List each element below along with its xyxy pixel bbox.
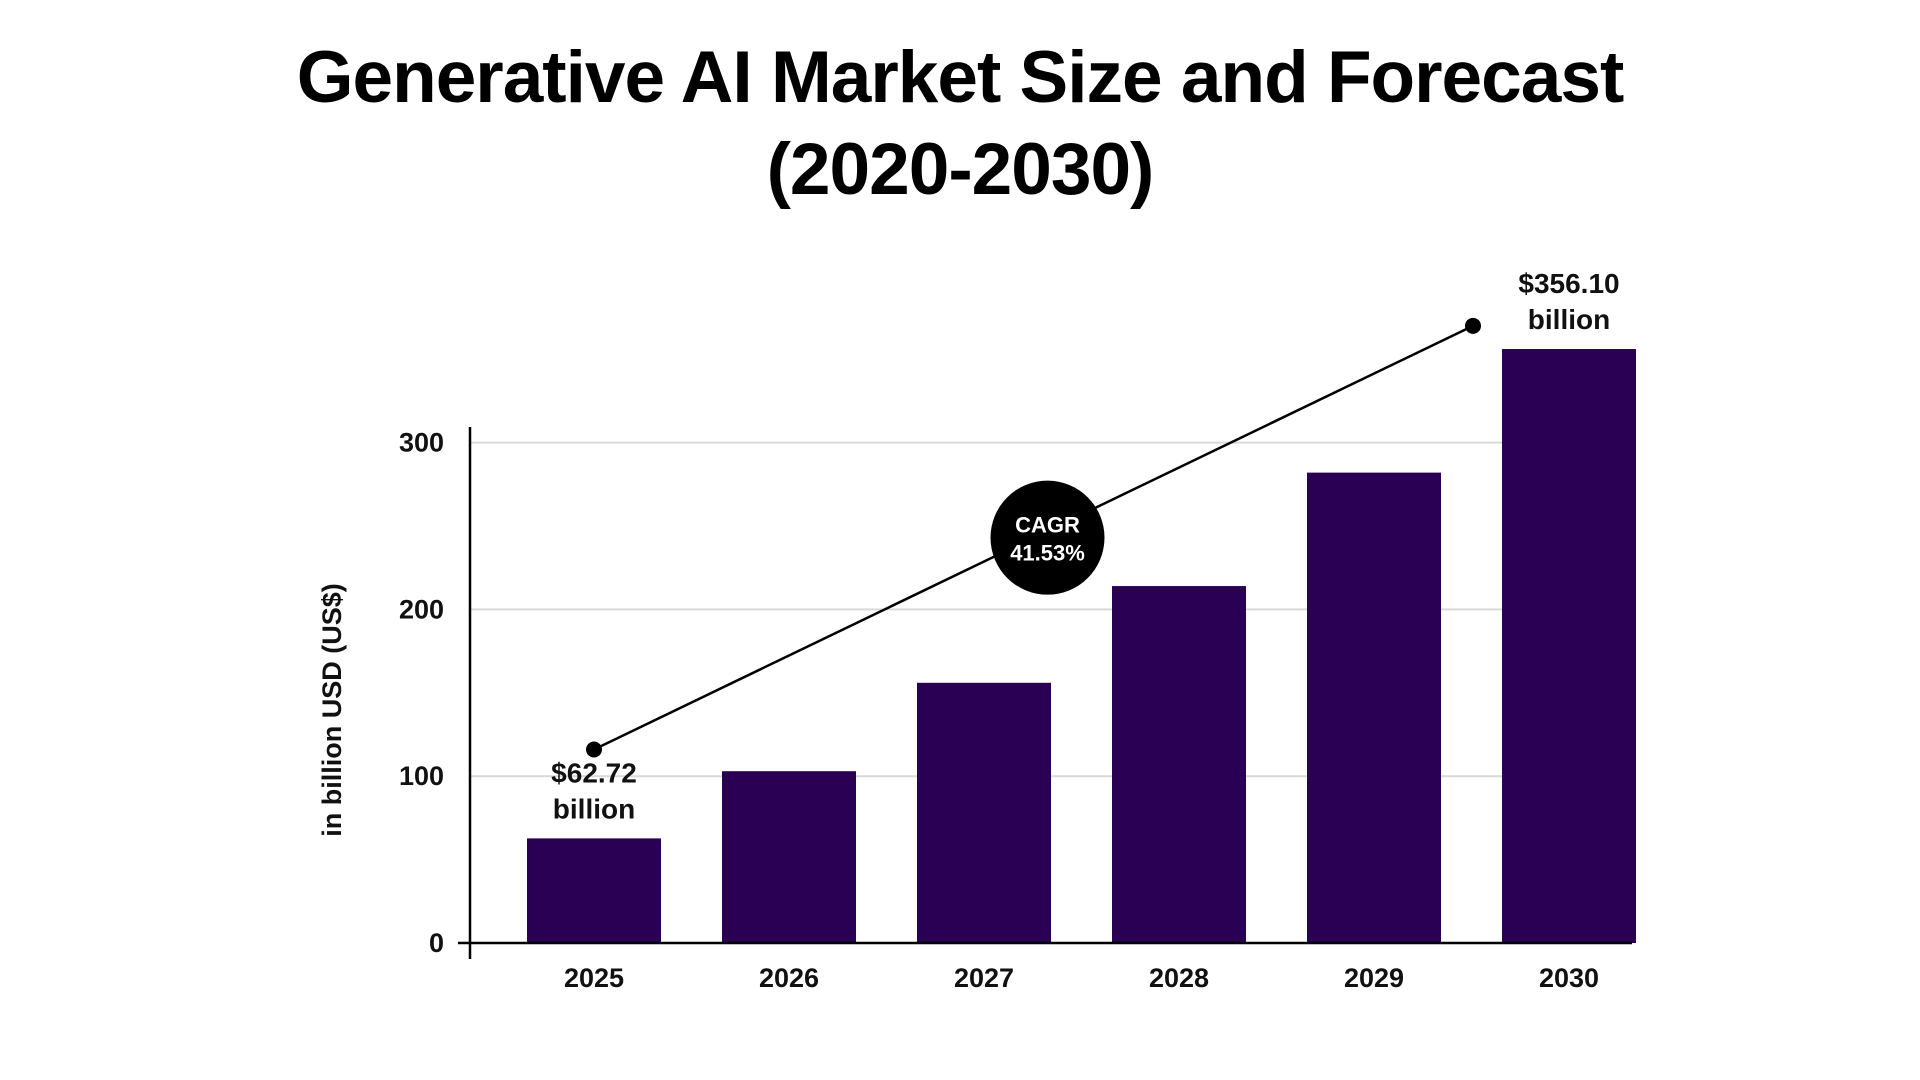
chart-title-line-2: (2020-2030)	[766, 129, 1155, 210]
bar	[1307, 472, 1441, 943]
cagr-badge: CAGR 41.53%	[990, 480, 1105, 595]
y-tick-label: 0	[429, 928, 444, 958]
bar	[1502, 349, 1636, 943]
value-annotation-line: billion	[553, 793, 635, 824]
trend-end-dot	[1465, 317, 1481, 334]
trend-start-dot	[586, 741, 602, 758]
bar	[527, 838, 661, 943]
chart-title-line-1: Generative AI Market Size and Forecast	[296, 37, 1625, 118]
value-annotation-line: $356.10	[1518, 268, 1619, 299]
chart-title: Generative AI Market Size and Forecast (…	[0, 32, 1920, 216]
x-tick-label: 2029	[1344, 963, 1404, 993]
value-annotation-line: billion	[1528, 304, 1610, 335]
x-tick-labels: 2025 2026 2027 2028 2029 2030	[564, 963, 1599, 993]
value-annotation-line: $62.72	[551, 757, 637, 788]
x-tick-label: 2025	[564, 963, 624, 993]
y-tick-labels: 0 100 200 300	[399, 428, 444, 958]
axes	[458, 427, 1632, 959]
bar	[722, 771, 856, 943]
y-tick-label: 100	[399, 761, 444, 791]
cagr-label: CAGR	[1015, 513, 1080, 538]
y-tick-label: 300	[399, 428, 444, 458]
value-annotations: $62.72 billion $356.10 billion	[551, 268, 1619, 824]
bar	[1112, 586, 1246, 943]
y-tick-label: 200	[399, 594, 444, 624]
bar	[917, 682, 1051, 943]
x-tick-label: 2028	[1149, 963, 1209, 993]
cagr-value: 41.53%	[1010, 541, 1085, 566]
x-tick-label: 2030	[1539, 963, 1599, 993]
cagr-badge-circle	[990, 480, 1105, 595]
bars	[527, 349, 1636, 943]
y-axis-label: in billion USD (US$)	[317, 583, 347, 837]
x-tick-label: 2027	[954, 963, 1014, 993]
x-tick-label: 2026	[759, 963, 819, 993]
